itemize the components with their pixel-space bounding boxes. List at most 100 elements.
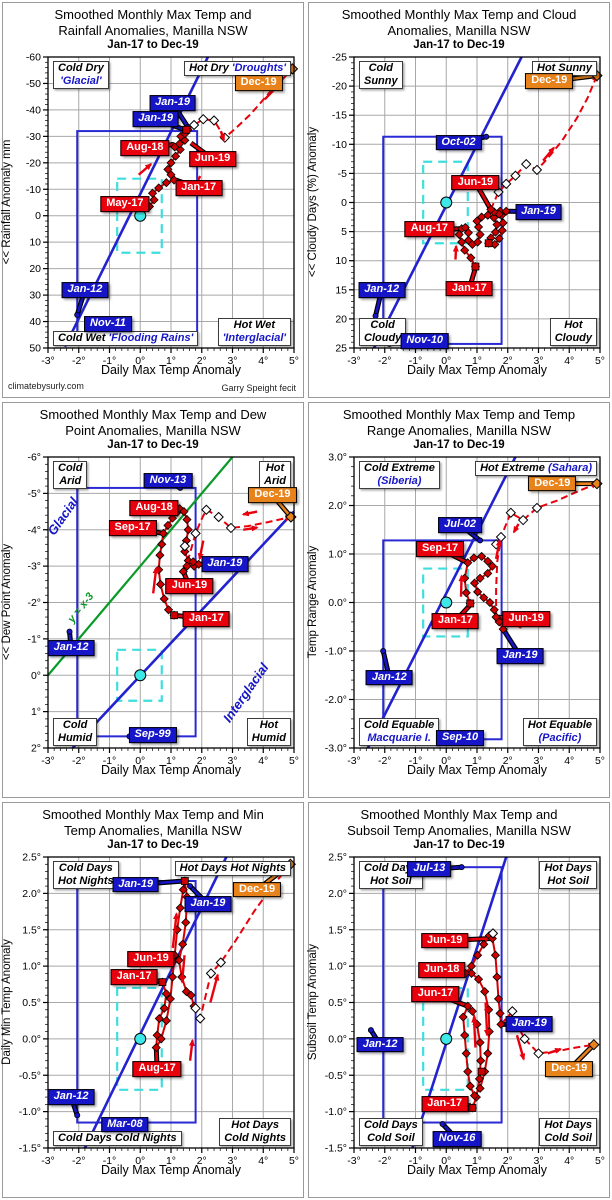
axes: -25 -20 -15 -10 -5 0 5 10 15 20 25-3° -2° -1° 0° 1° 2° 3… (332, 52, 605, 368)
y-tick-label: -20 (332, 81, 347, 93)
data-point (474, 1074, 485, 1084)
y-tick-label: -1.0° (19, 1106, 41, 1118)
data-point (461, 1048, 471, 1058)
y-tick-label: 1.0° (328, 961, 347, 973)
x-axis-label: Daily Max Temp Anomaly (406, 763, 548, 777)
data-point (475, 1083, 485, 1093)
data-point (183, 525, 193, 535)
gridlines (354, 57, 600, 348)
panel-border (2, 802, 304, 1198)
data-point (159, 1003, 169, 1013)
chart-title-line1: Smoothed Monthly Max Temp and Cloud (341, 7, 577, 22)
y-tick-label: 0.0° (22, 1033, 41, 1045)
y-tick-label: 0 (341, 197, 347, 209)
data-point (469, 1091, 480, 1101)
data-point (494, 234, 504, 244)
plot-canvas: 2.5°2.0°1.5°1.0°0.5°0.0°-0.5°-1.0°-1.5°-… (325, 852, 605, 1168)
chart-subtitle: Jan-17 to Dec-19 (413, 39, 505, 51)
chart-title-line1: Smoothed Monthly Max Temp and Dew (39, 407, 267, 422)
x-tick-label: 5° (289, 355, 299, 367)
y-tick-label: 2.0° (328, 888, 347, 900)
plot-canvas: 2.5°2.0°1.5°1.0°0.5°0.0°-0.5°-1.0°-1.5°-… (19, 852, 299, 1168)
x-tick-label: -2° (378, 355, 392, 367)
y-axis-label: << Dew Point Anomaly (1, 543, 13, 661)
plot-canvas: -25 -20 -15 -10 -5 0 5 10 15 20 25-3° -2° -1° 0° 1° 2° 3… (332, 52, 605, 368)
series-trajectory (458, 477, 603, 634)
data-point (477, 551, 487, 561)
watermark-site: climatebysurly.com (8, 381, 84, 391)
y-axis-label: Subsoil Temp Anomaly (307, 943, 319, 1061)
chart-title: Smoothed Monthly Max Temp and Temp Range… (306, 407, 612, 439)
projected-point (505, 507, 517, 518)
callout-leaders (372, 73, 598, 347)
data-point (489, 605, 499, 615)
data-point (179, 506, 189, 517)
y-tick-label: 15 (335, 284, 347, 296)
y-tick-label: -0.5° (19, 1070, 41, 1082)
data-point (483, 568, 493, 578)
data-point (460, 1030, 470, 1040)
x-tick-label: 2° (503, 755, 513, 767)
january-point (182, 125, 191, 134)
x-tick-label: 0° (135, 755, 145, 767)
data-point (154, 183, 164, 193)
chart-panel-cloud: Smoothed Monthly Max Temp and Cloud Anom… (306, 0, 612, 400)
january-point (466, 599, 475, 608)
chart-panel-subsoil: Smoothed Monthly Max Temp and Subsoil Te… (306, 800, 612, 1200)
x-tick-label: 2° (197, 755, 207, 767)
data-point (188, 557, 198, 567)
series-trajectory (452, 69, 603, 272)
x-tick-label: 2° (503, 355, 513, 367)
chart-title: Smoothed Monthly Max Temp and Dew Point … (0, 407, 306, 439)
y-tick-label: -10 (332, 139, 347, 151)
x-tick-label: -2° (72, 1155, 86, 1167)
axes: -6°-5°-4°-3°-2°-1°0°1°2°-3° -2° -1° 0° 1° 2° 3… (27, 452, 299, 768)
x-tick-label: 4° (258, 355, 268, 367)
chart-title-line1: Smoothed Monthly Max Temp and Temp (342, 407, 576, 422)
projected-point (213, 511, 224, 523)
data-point (497, 225, 507, 236)
y-tick-label: 1.5° (328, 924, 347, 936)
chart-subtitle: Jan-17 to Dec-19 (413, 839, 505, 851)
y-tick-label: -30 (26, 131, 41, 143)
x-tick-label: 4° (258, 1155, 268, 1167)
plot-canvas: -60 -50 -40 -30 -20 -10 0 10 20 30 40 50-3° -2° -1° 0°… (26, 52, 299, 368)
x-tick-label: 3° (227, 755, 237, 767)
data-point (485, 597, 495, 608)
data-point (178, 567, 188, 577)
x-tick-label: 1° (166, 755, 176, 767)
y-tick-label: 2.5° (328, 852, 347, 864)
data-point (469, 578, 480, 588)
data-point (493, 994, 504, 1004)
x-tick-label: 5° (595, 1155, 605, 1167)
data-point (483, 1048, 493, 1058)
data-point (476, 1056, 486, 1066)
x-tick-label: 2° (197, 355, 207, 367)
panel-border (2, 2, 304, 398)
projected-point (507, 1006, 518, 1017)
y-tick-label: -3° (27, 561, 41, 573)
chart-title-line2: Rainfall Anomalies, Manilla NSW (58, 23, 248, 38)
chart-title: Smoothed Monthly Max Temp and Subsoil Te… (306, 807, 612, 839)
data-point (154, 1013, 164, 1024)
x-axis-label: Daily Max Temp Anomaly (406, 363, 548, 377)
x-tick-label: -3° (347, 355, 361, 367)
reference-shapes (63, 56, 210, 348)
projected-point (501, 178, 512, 190)
x-tick-label: 3° (533, 1155, 543, 1167)
x-tick-label: -1° (103, 1155, 117, 1167)
plot-canvas: 3.0° 2.0° 1.0° 0.0° -1.0° -2.0° -3.0°-3° -2° -1°… (325, 452, 605, 768)
data-point (473, 237, 483, 247)
projected-point (190, 528, 201, 539)
y-tick-label: 50 (29, 343, 41, 355)
data-point (473, 974, 484, 984)
x-tick-label: -3° (347, 1155, 361, 1167)
x-axis-label: Daily Max Temp Anomaly (100, 763, 242, 777)
chart-panel-dewpoint: Smoothed Monthly Max Temp and Dew Point … (0, 400, 306, 800)
data-point (174, 955, 184, 965)
svg-text:Glacial: Glacial (44, 494, 81, 538)
series-trajectory (137, 63, 299, 212)
x-tick-label: 2° (503, 1155, 513, 1167)
data-point (163, 520, 173, 530)
y-tick-label: -60 (26, 52, 41, 64)
